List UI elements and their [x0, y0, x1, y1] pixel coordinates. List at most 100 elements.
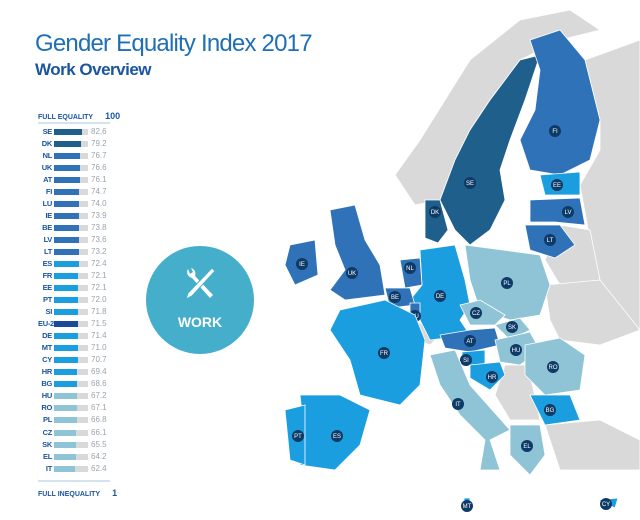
bar-track: [54, 453, 88, 460]
full-inequality-value: 1: [112, 488, 118, 498]
bar-label: PL: [43, 415, 52, 425]
bar-track: [54, 381, 88, 388]
bar: [54, 237, 79, 244]
country-label: LV: [565, 210, 572, 216]
bar-row: NL 76.7: [38, 151, 148, 161]
bar-value: 82.6: [91, 127, 107, 136]
bar: [54, 249, 79, 256]
bar: [54, 345, 79, 352]
country-shape: [529, 197, 586, 226]
bar-row: FI 74.7: [38, 187, 148, 197]
bar-track: [54, 177, 88, 184]
bar-track: [54, 141, 88, 148]
bar-value: 73.2: [91, 247, 107, 257]
bar: [54, 153, 80, 160]
country-at: AT: [439, 327, 501, 353]
country-de: DE: [409, 244, 471, 341]
bar: [54, 369, 78, 376]
country-marker: [600, 498, 612, 510]
country-marker: [544, 404, 556, 416]
country-label: HU: [512, 348, 521, 354]
bar-label: HR: [41, 367, 53, 377]
bar: [54, 201, 80, 208]
bar-row: PT 72.0: [38, 295, 148, 305]
country-marker: [562, 206, 574, 218]
country-it: IT: [429, 349, 511, 471]
bar: [54, 285, 79, 292]
bar: [54, 189, 80, 196]
country-label: BG: [546, 408, 555, 414]
bar-label: ES: [42, 259, 53, 269]
bar-value: 66.1: [91, 427, 107, 437]
country-marker: [501, 277, 513, 289]
bar-value: 73.8: [91, 223, 107, 233]
bar-value: 68.6: [91, 379, 107, 389]
bar-track: [54, 237, 88, 244]
bar-track: [54, 465, 88, 472]
bar-value: 73.6: [91, 235, 107, 245]
bar-label: SE: [42, 127, 53, 136]
page-title: Gender Equality Index 2017: [35, 30, 313, 57]
country-marker: [547, 361, 559, 373]
bar: [54, 441, 77, 448]
bar-label: LV: [43, 235, 53, 245]
bar-value: 64.2: [91, 451, 107, 461]
bar-row: AT 76.1: [38, 175, 148, 185]
full-equality-label: FULL EQUALITY 100: [38, 111, 120, 123]
bar-value: 76.1: [91, 175, 107, 185]
bar-track: [54, 165, 88, 172]
bar-row: LT 73.2: [38, 247, 148, 257]
country-label: LT: [547, 238, 554, 244]
bar-value: 71.4: [91, 331, 107, 341]
bar: [54, 393, 77, 400]
page-subtitle: Work Overview: [35, 60, 152, 79]
bar-track: [54, 201, 88, 208]
bar-label: FR: [42, 271, 53, 281]
bar-row: HR 69.4: [38, 367, 148, 377]
bar-label: CZ: [42, 427, 53, 437]
bar-row: CZ 66.1: [38, 428, 148, 438]
wrench-pencil-icon: [185, 267, 216, 300]
country-nl: NL: [399, 257, 423, 289]
bar-value: 74.0: [91, 199, 107, 209]
country-marker: [461, 500, 473, 512]
country-bg: BG: [529, 394, 581, 426]
country-sk: SK: [494, 317, 531, 341]
country-si: SI: [460, 349, 486, 366]
country-label: PL: [503, 281, 511, 287]
bar-label: LT: [43, 247, 52, 257]
country-marker: [549, 125, 561, 137]
bar: [54, 141, 81, 148]
bar: [54, 309, 79, 316]
bar: [54, 429, 77, 436]
bar: [54, 297, 79, 304]
bar: [54, 405, 77, 412]
bar-row: EU-28 71.5: [38, 319, 148, 329]
bar-value: 65.5: [91, 439, 107, 449]
bar-label: IE: [45, 211, 53, 221]
bar-label: IT: [45, 463, 52, 473]
country-shape: [329, 204, 386, 301]
bar-row: BE 73.8: [38, 223, 148, 233]
bar-label: MT: [41, 343, 53, 353]
bar-label: SI: [45, 307, 53, 317]
country-marker: [346, 267, 358, 279]
bar-value: 71.0: [91, 343, 107, 353]
bar: [54, 357, 78, 364]
bar-row: ES 72.4: [38, 259, 148, 269]
country-label: UK: [348, 271, 356, 277]
bar-track: [54, 441, 88, 448]
country-uk: UK: [329, 204, 386, 301]
bar-row: SE 82.6: [38, 127, 148, 137]
country-label: PT: [294, 434, 302, 440]
bar-value: 72.1: [91, 271, 107, 281]
country-marker: [434, 290, 446, 302]
bar-row: SK 65.5: [38, 440, 148, 450]
bar-track: [54, 129, 88, 135]
bar-label: HU: [41, 391, 53, 401]
country-label: FR: [380, 351, 389, 357]
bar-value: 76.6: [91, 163, 107, 173]
bar-value: 74.7: [91, 187, 107, 197]
non-eu-country: [544, 419, 640, 471]
